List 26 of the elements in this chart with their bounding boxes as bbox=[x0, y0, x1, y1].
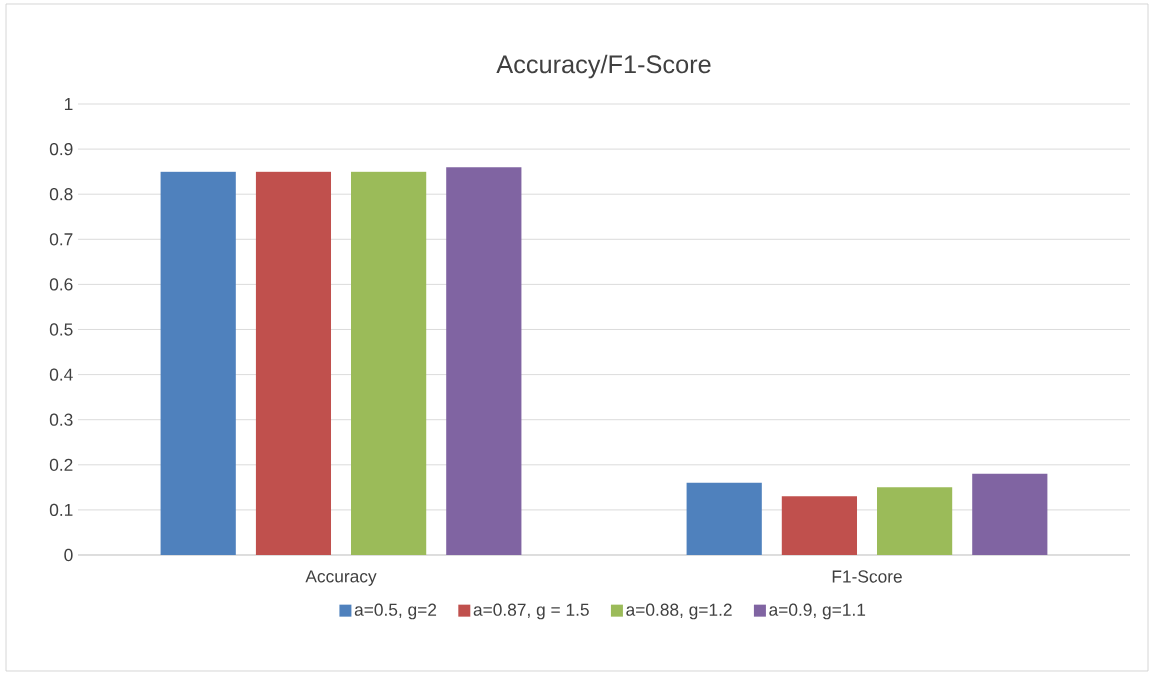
y-tick-label: 0.3 bbox=[49, 413, 73, 426]
y-tick-label: 0.9 bbox=[49, 142, 73, 156]
y-tick-label: 0.8 bbox=[49, 188, 73, 201]
y-tick-label: 0.6 bbox=[49, 278, 73, 291]
bar bbox=[686, 482, 762, 555]
legend-label: a=0.9, g=1.1 bbox=[769, 603, 866, 620]
y-tick-label: 1 bbox=[64, 98, 73, 110]
y-tick-label: 0.1 bbox=[49, 503, 73, 517]
y-tick-label: 0 bbox=[64, 548, 73, 562]
y-tick-label: 0.4 bbox=[49, 368, 73, 381]
y-tick-label: 0.7 bbox=[49, 233, 73, 246]
bar bbox=[877, 487, 953, 555]
chart-title: Accuracy/F1-Score bbox=[496, 54, 711, 79]
bar bbox=[255, 171, 332, 555]
legend-label: a=0.87, g = 1.5 bbox=[473, 603, 589, 620]
y-tick-label: 0.5 bbox=[49, 323, 73, 336]
x-tick-label: Accuracy bbox=[305, 570, 377, 586]
x-tick-label: F1-Score bbox=[832, 570, 902, 583]
bar bbox=[160, 171, 236, 555]
bar bbox=[351, 171, 427, 555]
legend-label: a=0.5, g=2 bbox=[354, 603, 437, 620]
legend-label: a=0.88, g=1.2 bbox=[626, 603, 732, 620]
bar bbox=[446, 167, 522, 555]
bar bbox=[972, 473, 1048, 555]
y-tick-label: 0.2 bbox=[49, 458, 73, 471]
bar bbox=[781, 496, 858, 555]
